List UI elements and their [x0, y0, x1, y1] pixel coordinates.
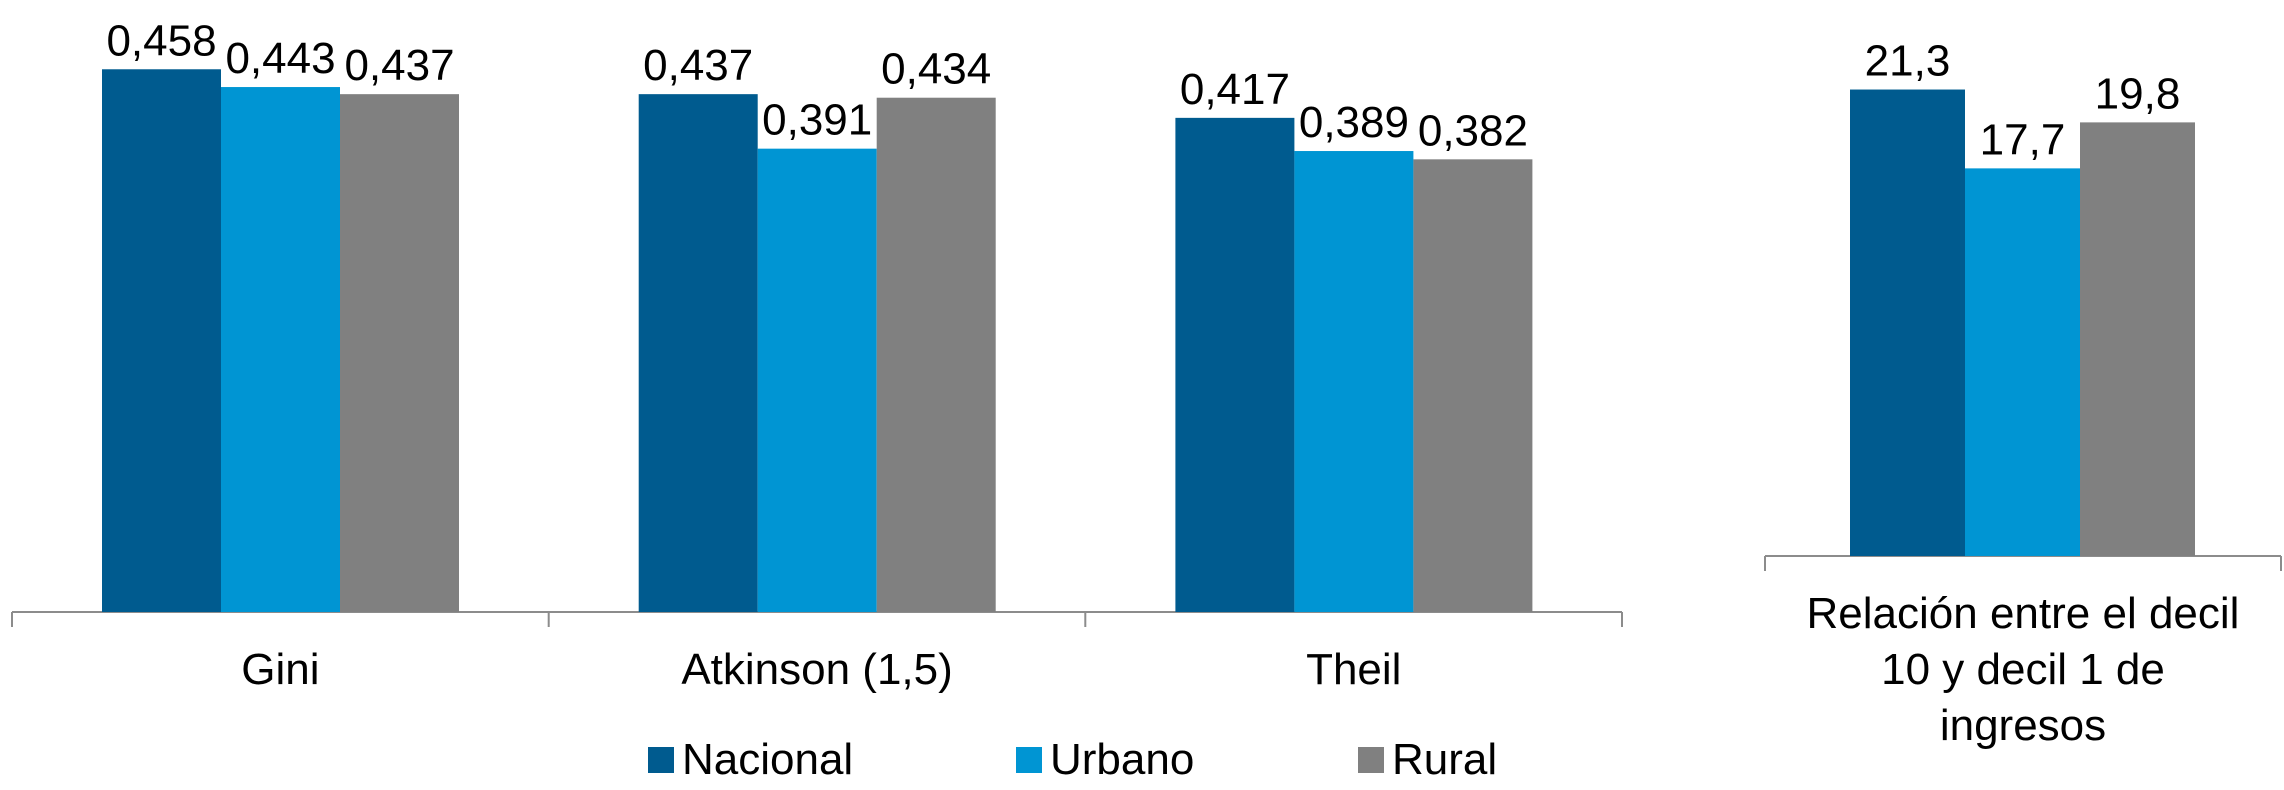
- bar-rural: [1413, 159, 1533, 612]
- data-label-urbano: 0,389: [1299, 98, 1409, 147]
- data-label-nacional: 21,3: [1865, 37, 1951, 86]
- legend-label-rural: Rural: [1392, 735, 1498, 784]
- legend-item-nacional: Nacional: [648, 735, 853, 785]
- data-label-urbano: 17,7: [1980, 115, 2066, 164]
- bar-urbano: [1965, 168, 2080, 556]
- legend-label-nacional: Nacional: [682, 735, 854, 784]
- legend-item-rural: Rural: [1358, 735, 1497, 785]
- x-tick-label: Relación entre el decil: [1807, 589, 2240, 638]
- bar-nacional: [1175, 117, 1295, 612]
- x-tick-label: 10 y decil 1 de: [1881, 645, 2165, 694]
- bar-rural: [340, 94, 459, 612]
- bar-nacional: [102, 69, 221, 612]
- legend-swatch-urbano: [1016, 747, 1042, 773]
- data-label-rural: 19,8: [2095, 69, 2181, 118]
- data-label-rural: 0,382: [1418, 106, 1528, 155]
- bar-urbano: [221, 87, 340, 613]
- bar-nacional: [638, 94, 758, 612]
- bar-urbano: [1294, 151, 1414, 612]
- x-tick-label: Gini: [241, 645, 319, 694]
- x-tick-label: Theil: [1306, 645, 1401, 694]
- data-label-rural: 0,434: [881, 45, 991, 94]
- x-tick-label: ingresos: [1940, 701, 2106, 750]
- data-label-rural: 0,437: [344, 41, 454, 90]
- data-label-urbano: 0,391: [762, 96, 872, 145]
- chart-legend: Nacional Urbano Rural: [0, 735, 1650, 785]
- data-label-urbano: 0,443: [225, 34, 335, 83]
- bar-urbano: [757, 148, 877, 613]
- legend-label-urbano: Urbano: [1050, 735, 1195, 784]
- legend-swatch-rural: [1358, 747, 1384, 773]
- legend-item-urbano: Urbano: [1016, 735, 1194, 785]
- bar-rural: [2080, 122, 2195, 556]
- bar-rural: [876, 97, 996, 612]
- data-label-nacional: 0,437: [643, 41, 753, 90]
- legend-swatch-nacional: [648, 747, 674, 773]
- data-label-nacional: 0,417: [1180, 65, 1290, 114]
- data-label-nacional: 0,458: [106, 16, 216, 65]
- x-tick-label: Atkinson (1,5): [681, 645, 952, 694]
- bar-nacional: [1850, 89, 1965, 556]
